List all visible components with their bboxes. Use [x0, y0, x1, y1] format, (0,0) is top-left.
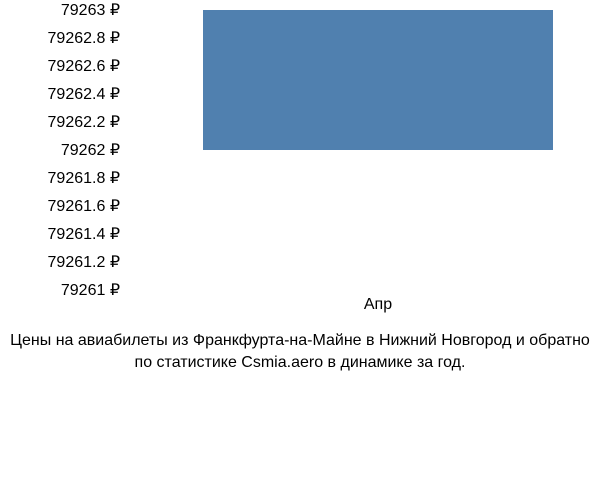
- x-tick-label: Апр: [364, 296, 392, 314]
- y-tick-label: 79261.2 ₽: [48, 252, 120, 272]
- plot-area: Апр: [128, 10, 588, 290]
- chart: 79263 ₽79262.8 ₽79262.6 ₽79262.4 ₽79262.…: [0, 10, 600, 290]
- y-axis: 79263 ₽79262.8 ₽79262.6 ₽79262.4 ₽79262.…: [0, 10, 128, 290]
- y-tick-label: 79263 ₽: [61, 0, 120, 20]
- y-tick-label: 79262.6 ₽: [48, 56, 120, 76]
- y-tick-label: 79262 ₽: [61, 140, 120, 160]
- y-tick-label: 79262.4 ₽: [48, 84, 120, 104]
- y-tick-label: 79261 ₽: [61, 280, 120, 300]
- y-tick-label: 79262.2 ₽: [48, 112, 120, 132]
- y-tick-label: 79261.4 ₽: [48, 224, 120, 244]
- bar: [203, 10, 553, 150]
- caption-line-1: Цены на авиабилеты из Франкфурта-на-Майн…: [0, 330, 600, 352]
- caption-line-2: по статистике Csmia.aero в динамике за г…: [0, 352, 600, 374]
- y-tick-label: 79261.6 ₽: [48, 196, 120, 216]
- y-tick-label: 79261.8 ₽: [48, 168, 120, 188]
- y-tick-label: 79262.8 ₽: [48, 28, 120, 48]
